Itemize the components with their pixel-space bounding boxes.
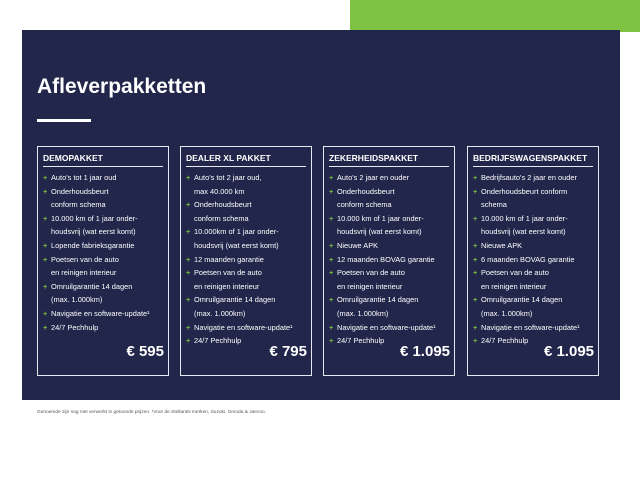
package-name: DEMOPAKKET <box>43 153 103 163</box>
package-card: DEMOPAKKET Auto's tot 1 jaar oudOnderhoud… <box>37 146 169 376</box>
feature-line: Onderhoudsbeurt <box>186 198 293 212</box>
divider <box>473 166 593 167</box>
feature-line: max 40.000 km <box>194 186 245 196</box>
footnote: Genoemde zijn nog niet verwerkt in getoo… <box>37 410 267 415</box>
feature-line: Omruilgarantie 14 dagen <box>43 280 150 294</box>
feature-line: Navigatie en software-update¹ <box>186 321 293 335</box>
feature-line: Lopende fabrieksgarantie <box>43 239 150 253</box>
feature-line: Omruilgarantie 14 dagen <box>329 293 436 307</box>
feature-line: Auto's tot 1 jaar oud <box>43 171 150 185</box>
feature-line: houdsvrij (wat eerst komt) <box>51 227 136 237</box>
feature-list: Auto's tot 2 jaar oud,max 40.000 km Onder… <box>186 171 293 348</box>
feature-line: Onderhoudsbeurt <box>329 185 436 199</box>
feature-line: Onderhoudsbeurt <box>43 185 150 199</box>
feature-line: 10.000 km of 1 jaar onder- <box>329 212 436 226</box>
title: Afleverpakketten <box>37 75 207 98</box>
feature-line: houdsvrij (wat eerst komt) <box>481 227 566 237</box>
feature-line: Auto's tot 2 jaar oud, <box>186 171 293 185</box>
feature-line: 24/7 Pechhulp <box>186 334 293 348</box>
feature-line: en reinigen interieur <box>194 281 260 291</box>
price: € 795 <box>269 343 307 360</box>
feature-line: Poetsen van de auto <box>43 253 150 267</box>
feature-line: Poetsen van de auto <box>473 266 580 280</box>
feature-line: Bedrijfsauto's 2 jaar en ouder <box>473 171 580 185</box>
price: € 1.095 <box>399 343 450 360</box>
feature-list: Bedrijfsauto's 2 jaar en ouderOnderhouds… <box>473 171 580 348</box>
feature-line: 24/7 Pechhulp <box>473 334 580 348</box>
feature-line: schema <box>481 200 507 210</box>
feature-line: Omruilgarantie 14 dagen <box>186 293 293 307</box>
feature-line: Navigatie en software-update¹ <box>329 321 436 335</box>
feature-line: conform schema <box>337 200 392 210</box>
package-card: DEALER XL PAKKET Auto's tot 2 jaar oud,ma… <box>180 146 312 376</box>
feature-line: 24/7 Pechhulp <box>43 321 150 335</box>
feature-line: Navigatie en software-update¹ <box>473 321 580 335</box>
feature-line: 6 maanden BOVAG garantie <box>473 253 580 267</box>
feature-line: 12 maanden garantie <box>186 253 293 267</box>
feature-line: Nieuwe APK <box>329 239 436 253</box>
package-name: ZEKERHEIDSPAKKET <box>329 153 419 163</box>
feature-line: 24/7 Pechhulp <box>329 334 436 348</box>
feature-line: houdsvrij (wat eerst komt) <box>337 227 422 237</box>
divider <box>329 166 449 167</box>
feature-list: Auto's 2 jaar en ouderOnderhoudsbeurtcon… <box>329 171 436 348</box>
package-card: BEDRIJFSWAGENSPAKKET Bedrijfsauto's 2 jaa… <box>467 146 599 376</box>
divider <box>186 166 306 167</box>
package-name: BEDRIJFSWAGENSPAKKET <box>473 153 588 163</box>
feature-line: 10.000 km of 1 jaar onder- <box>473 212 580 226</box>
feature-line: Nieuwe APK <box>473 239 580 253</box>
green-accent <box>350 0 640 32</box>
feature-line: houdsvrij (wat eerst komt) <box>194 240 279 250</box>
title-underline <box>37 119 91 122</box>
feature-line: (max. 1.000km) <box>481 308 533 318</box>
feature-list: Auto's tot 1 jaar oudOnderhoudsbeurtconf… <box>43 171 150 334</box>
feature-line: Auto's 2 jaar en ouder <box>329 171 436 185</box>
feature-line: Onderhoudsbeurt conform <box>473 185 580 199</box>
feature-line: 12 maanden BOVAG garantie <box>329 253 436 267</box>
package-name: DEALER XL PAKKET <box>186 153 271 163</box>
feature-line: 10.000km of 1 jaar onder- <box>186 225 293 239</box>
feature-line: Navigatie en software-update¹ <box>43 307 150 321</box>
feature-line: (max. 1.000km) <box>194 308 246 318</box>
feature-line: en reinigen interieur <box>481 281 547 291</box>
feature-line: (max. 1.000km) <box>337 308 389 318</box>
feature-line: 10.000 km of 1 jaar onder- <box>43 212 150 226</box>
feature-line: en reinigen interieur <box>51 268 117 278</box>
feature-line: (max. 1.000km) <box>51 295 103 305</box>
feature-line: conform schema <box>51 200 106 210</box>
feature-line: Poetsen van de auto <box>186 266 293 280</box>
feature-line: Omruilgarantie 14 dagen <box>473 293 580 307</box>
package-card: ZEKERHEIDSPAKKET Auto's 2 jaar en ouderOn… <box>323 146 455 376</box>
feature-line: Poetsen van de auto <box>329 266 436 280</box>
feature-line: en reinigen interieur <box>337 281 403 291</box>
price: € 1.095 <box>543 343 594 360</box>
divider <box>43 166 163 167</box>
price: € 595 <box>126 343 164 360</box>
feature-line: conform schema <box>194 213 249 223</box>
